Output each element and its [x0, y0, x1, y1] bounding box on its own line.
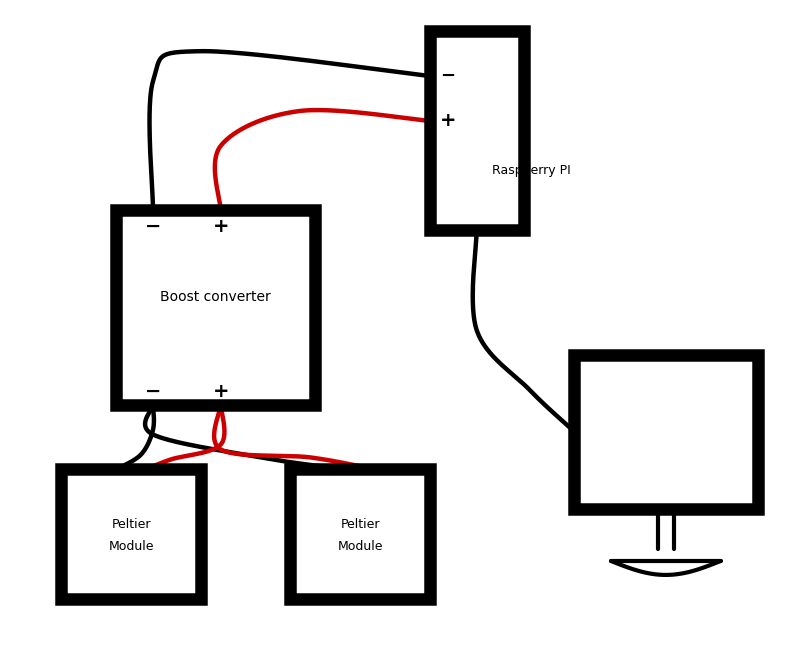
Text: Module: Module	[109, 539, 154, 552]
Text: +: +	[213, 382, 229, 401]
Text: −: −	[440, 67, 455, 85]
Bar	[574, 355, 758, 509]
Text: Peltier: Peltier	[111, 518, 151, 531]
Text: Module: Module	[337, 539, 383, 552]
Text: Raspberry PI: Raspberry PI	[492, 164, 570, 177]
Text: Peltier: Peltier	[340, 518, 380, 531]
Text: −: −	[145, 382, 161, 401]
Bar	[61, 469, 201, 599]
Bar	[430, 31, 524, 230]
Bar	[117, 210, 316, 405]
Text: +: +	[213, 217, 229, 236]
Text: −: −	[145, 217, 161, 236]
Text: Boost converter: Boost converter	[160, 290, 271, 304]
Bar	[290, 469, 430, 599]
Text: +: +	[439, 112, 456, 130]
